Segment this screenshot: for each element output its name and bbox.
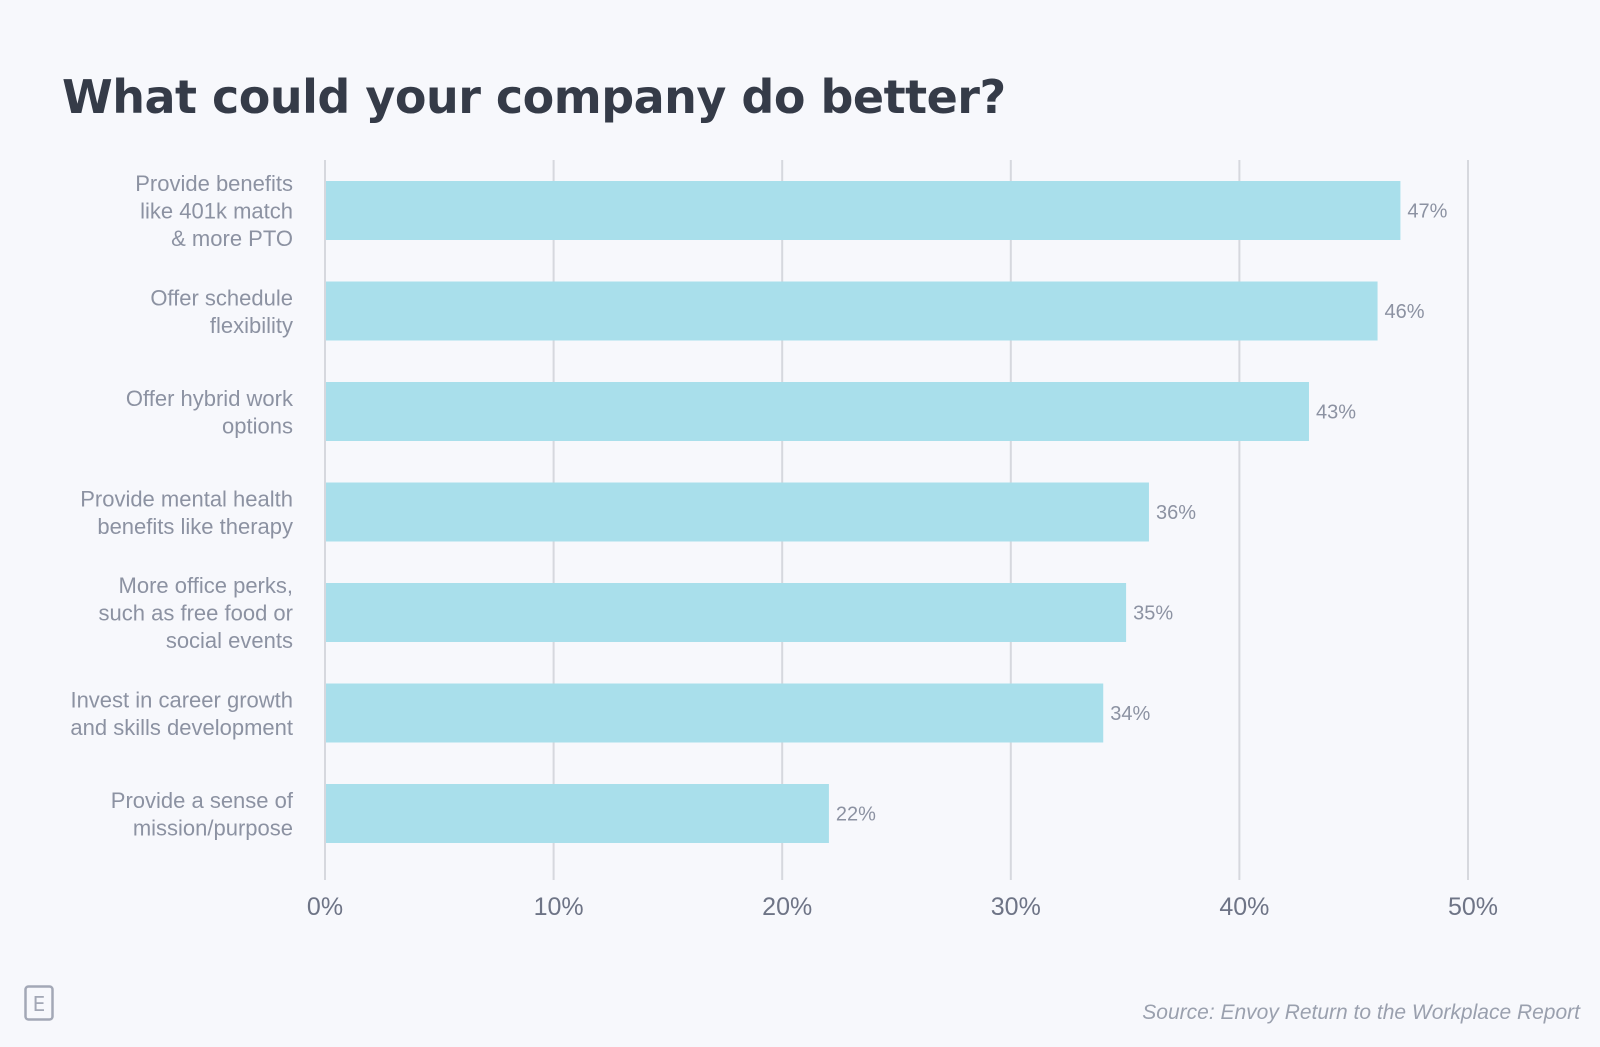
bar-value-label: 34% xyxy=(1110,703,1150,725)
bar xyxy=(326,683,1104,743)
bars xyxy=(326,181,1401,843)
x-tick-label: 50% xyxy=(1448,893,1498,921)
category-label-line: like 401k match xyxy=(140,199,293,224)
bar-value-label: 36% xyxy=(1156,502,1196,524)
bar-value-label: 35% xyxy=(1133,603,1173,625)
category-label-line: mission/purpose xyxy=(133,815,293,840)
x-tick-label: 0% xyxy=(307,893,343,921)
category-label-line: More office perks, xyxy=(119,573,293,598)
category-label-line: options xyxy=(222,413,293,438)
x-tick-label: 30% xyxy=(991,893,1041,921)
logo-letter: E xyxy=(33,992,46,1016)
category-label: Provide a sense of mission/purpose xyxy=(111,788,294,841)
bar xyxy=(326,382,1309,441)
category-label-line: Provide benefits xyxy=(135,171,293,196)
category-label-line: Offer hybrid work xyxy=(126,386,294,411)
category-label-line: benefits like therapy xyxy=(97,514,293,539)
x-tick-label: 40% xyxy=(1219,893,1269,921)
x-tick-label: 10% xyxy=(534,893,584,921)
bar-value-label: 47% xyxy=(1407,201,1447,223)
value-labels: 47% 46% 43% 36% 35% 34% 22% xyxy=(836,201,1448,826)
bar-value-label: 22% xyxy=(836,804,876,826)
category-label-line: Offer schedule xyxy=(150,285,293,310)
bar-value-label: 43% xyxy=(1316,402,1356,424)
category-label: Offer hybrid work options xyxy=(126,386,294,439)
category-label-line: flexibility xyxy=(210,313,293,338)
category-label: Provide benefits like 401k match & more PT… xyxy=(135,171,293,251)
bar xyxy=(326,482,1149,542)
x-tick-label: 20% xyxy=(762,893,812,921)
bar xyxy=(326,181,1401,240)
x-axis-tick-labels: 0% 10% 20% 30% 40% 50% xyxy=(307,893,1498,921)
category-label-line: & more PTO xyxy=(171,226,293,251)
bar xyxy=(326,784,829,843)
chart-title: What could your company do better? xyxy=(62,70,1006,124)
category-label: Invest in career growth and skills develo… xyxy=(70,687,293,740)
category-label-line: social events xyxy=(166,628,293,653)
category-label: Offer schedule flexibility xyxy=(150,285,293,338)
category-labels: Provide benefits like 401k match & more PT… xyxy=(70,171,294,840)
category-label: More office perks, such as free food or so… xyxy=(99,573,293,653)
bar xyxy=(326,281,1378,341)
category-label-line: Provide a sense of xyxy=(111,788,294,813)
category-label-line: such as free food or xyxy=(99,601,293,626)
bar-value-label: 46% xyxy=(1385,301,1425,323)
category-label-line: Provide mental health xyxy=(80,486,293,511)
category-label: Provide mental health benefits like thera… xyxy=(80,486,293,539)
bar xyxy=(326,583,1127,642)
category-label-line: Invest in career growth xyxy=(70,687,293,712)
envoy-logo-icon: E xyxy=(24,985,54,1021)
category-label-line: and skills development xyxy=(70,715,293,740)
source-note: Source: Envoy Return to the Workplace Re… xyxy=(1142,1001,1580,1024)
